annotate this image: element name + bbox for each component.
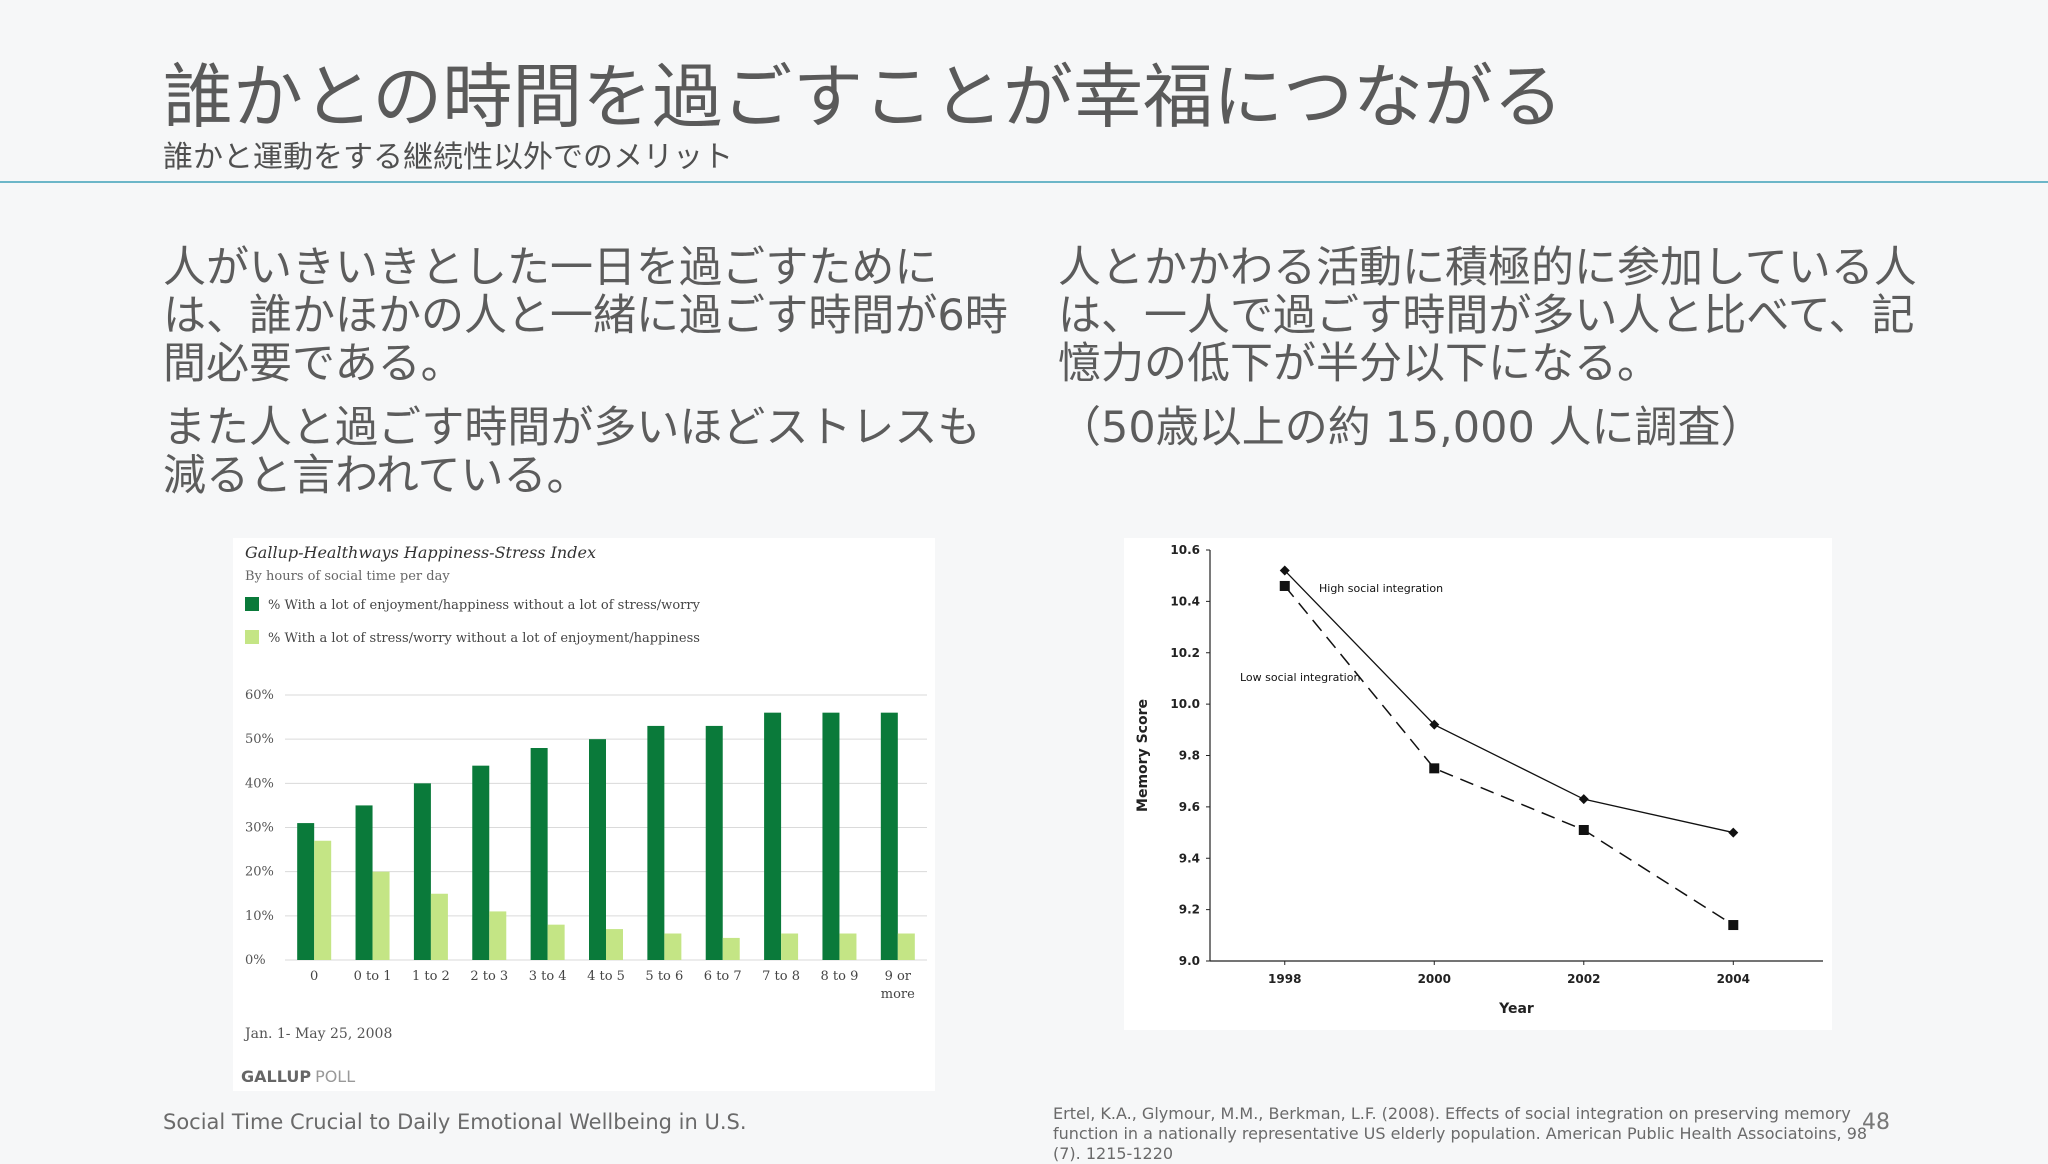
bar [547, 924, 565, 960]
y-tick-label: 10.2 [1170, 646, 1200, 660]
y-tick-label: 9.6 [1179, 800, 1200, 814]
x-tick-label: 3 to 4 [529, 969, 567, 984]
brand-suffix: POLL [315, 1067, 355, 1086]
brand-name: GALLUP [241, 1067, 311, 1086]
x-tick-label: 4 to 5 [587, 969, 625, 984]
high-integration-point [1728, 827, 1739, 838]
y-tick-label: 10.6 [1170, 543, 1200, 557]
low-integration-point [1429, 763, 1440, 774]
bar [355, 805, 373, 960]
bar [489, 911, 507, 960]
right-text-block: 人とかかわる活動に積極的に参加している人は、一人で過ごす時間が多い人と比べて、記… [1058, 244, 1938, 468]
bar [413, 783, 431, 960]
x-tick-label: 1998 [1268, 972, 1301, 986]
low-integration-point [1578, 824, 1589, 835]
bar [705, 725, 723, 960]
x-tick-label: 6 to 7 [704, 969, 742, 984]
x-tick-label: more [881, 987, 915, 1002]
gallup-poll-logo: GALLUP POLL [241, 1067, 355, 1086]
high-integration-point [1429, 719, 1440, 730]
low-integration-point [1728, 920, 1739, 931]
y-tick-label: 60% [245, 688, 274, 703]
happiness-stress-bar-chart: Gallup-Healthways Happiness-Stress Index… [233, 538, 935, 1091]
bar [606, 929, 623, 960]
y-tick-label: 10% [245, 909, 274, 924]
y-tick-label: 9.0 [1179, 954, 1200, 968]
x-tick-label: 2002 [1567, 972, 1600, 986]
bar [764, 712, 782, 960]
bar [839, 933, 857, 960]
x-tick-label: 2000 [1418, 972, 1451, 986]
legend-label: % With a lot of enjoyment/happiness with… [268, 598, 701, 613]
bar [722, 937, 740, 960]
slide-title: 誰かとの時間を過ごすことが幸福につながる [163, 56, 1563, 138]
x-tick-label: 0 to 1 [354, 969, 392, 984]
bar [472, 765, 490, 960]
y-tick-label: 9.2 [1179, 903, 1200, 917]
y-tick-label: 9.4 [1179, 851, 1200, 865]
y-tick-label: 9.8 [1179, 749, 1200, 763]
x-tick-label: 1 to 2 [412, 969, 450, 984]
high-integration-point [1279, 565, 1290, 576]
series-label: High social integration [1319, 582, 1443, 595]
right-paragraph: （50歳以上の約 15,000 人に調査） [1058, 403, 1764, 453]
bar [589, 739, 606, 960]
bar [372, 871, 390, 960]
y-tick-label: 10.0 [1170, 697, 1200, 711]
low-integration-point [1279, 580, 1290, 591]
bar-chart-svg: Gallup-Healthways Happiness-Stress Index… [241, 543, 927, 1086]
left-text-block: 人がいきいきとした一日を過ごすためには、誰かほかの人と一緒に過ごす時間が6時間必… [163, 244, 1023, 516]
right-source-citation: Ertel, K.A., Glymour, M.M., Berkman, L.F… [1053, 1104, 1868, 1163]
title-divider [0, 181, 2048, 183]
y-tick-label: 30% [245, 821, 274, 836]
bar [430, 893, 448, 960]
y-tick-label: 0% [245, 953, 266, 968]
y-tick-label: 20% [245, 865, 274, 880]
x-tick-label: 5 to 6 [645, 969, 683, 984]
series-label: Low social integration [1240, 671, 1360, 684]
bar [530, 748, 548, 960]
x-tick-label: 2 to 3 [470, 969, 508, 984]
bar [647, 725, 665, 960]
chart-subtitle: By hours of social time per day [245, 569, 450, 584]
y-tick-label: 50% [245, 732, 274, 747]
chart-title: Gallup-Healthways Happiness-Stress Index [245, 543, 596, 562]
low-integration-line [1284, 585, 1734, 926]
x-axis-title: Year [1498, 1001, 1534, 1017]
high-integration-line [1284, 570, 1734, 834]
legend-swatch [245, 630, 259, 644]
x-tick-label: 7 to 8 [762, 969, 800, 984]
chart-date-note: Jan. 1- May 25, 2008 [243, 1026, 392, 1042]
left-source-citation: Social Time Crucial to Daily Emotional W… [163, 1110, 747, 1134]
legend-label: % With a lot of stress/worry without a l… [268, 631, 700, 646]
x-tick-label: 9 or [885, 969, 912, 984]
right-paragraph: 人とかかわる活動に積極的に参加している人は、一人で過ごす時間が多い人と比べて、記… [1058, 243, 1917, 389]
bar [664, 933, 682, 960]
slide-subtitle: 誰かと運動をする継続性以外でのメリット [163, 140, 733, 175]
x-tick-label: 2004 [1717, 972, 1750, 986]
bar [297, 823, 315, 960]
legend-swatch [245, 597, 259, 611]
bar [314, 840, 332, 960]
bar [897, 933, 915, 960]
left-paragraph: 人がいきいきとした一日を過ごすためには、誰かほかの人と一緒に過ごす時間が6時間必… [163, 243, 1008, 389]
page-number: 48 [1862, 1110, 1890, 1135]
x-tick-label: 0 [310, 969, 318, 984]
x-tick-label: 8 to 9 [821, 969, 859, 984]
line-chart-svg: 9.0 9.2 9.4 9.6 9.8 10.0 10.2 10.4 10.6 1998 2000 2… [1135, 543, 1823, 1017]
bar [822, 712, 840, 960]
y-axis-title: Memory Score [1135, 699, 1151, 812]
y-tick-label: 10.4 [1170, 594, 1200, 608]
high-integration-point [1578, 794, 1589, 805]
y-tick-label: 40% [245, 776, 274, 791]
bar [781, 933, 799, 960]
left-paragraph: また人と過ごす時間が多いほどストレスも減ると言われている。 [163, 403, 981, 501]
memory-score-line-chart: 9.0 9.2 9.4 9.6 9.8 10.0 10.2 10.4 10.6 1998 2000 2… [1124, 538, 1832, 1030]
bar [880, 712, 898, 960]
